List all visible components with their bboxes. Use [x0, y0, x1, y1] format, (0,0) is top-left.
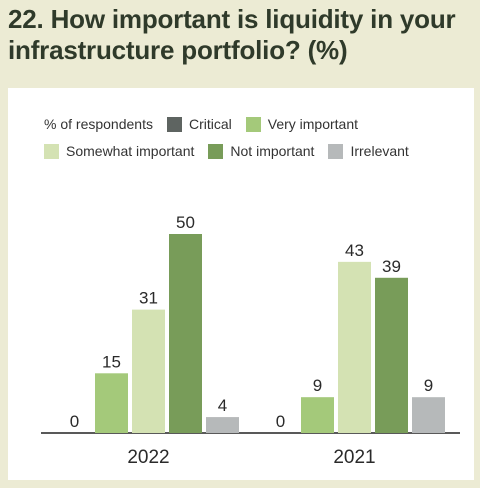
chart-panel: % of respondents Critical Very important…: [8, 88, 474, 480]
bar-2022-not-important: [169, 234, 202, 433]
data-label-2021-not-important: 39: [382, 257, 401, 276]
legend-swatch-irrelevant: [328, 143, 344, 159]
category-label-2022: 2022: [127, 447, 169, 468]
bar-2021-somewhat-important: [338, 261, 371, 433]
data-label-2021-critical: 0: [276, 412, 285, 431]
bar-2021-very-important: [301, 397, 334, 433]
legend-label: % of respondents: [44, 116, 153, 132]
chart-title: 22. How important is liquidity in your i…: [8, 4, 456, 65]
bar-2022-somewhat-important: [132, 309, 165, 433]
legend-item-somewhat-important: Somewhat important: [66, 143, 195, 159]
category-label-2021: 2021: [333, 447, 375, 468]
legend-item-critical: Critical: [188, 116, 232, 132]
legend-item-irrelevant: Irrelevant: [350, 143, 409, 159]
data-label-2022-not-important: 50: [176, 213, 195, 232]
data-label-2021-irrelevant: 9: [424, 376, 433, 395]
data-label-2022-critical: 0: [70, 412, 79, 431]
legend-swatch-somewhat-important: [44, 143, 59, 159]
bar-2022-irrelevant: [206, 417, 239, 433]
bar-chart: 0 15 31 50 4 2022 0 9 43 39 9 2021: [41, 213, 460, 468]
bar-2021-not-important: [375, 277, 408, 433]
legend-swatch-not-important: [208, 143, 224, 159]
legend-swatch-very-important: [245, 116, 261, 132]
data-label-2021-somewhat-important: 43: [345, 241, 364, 260]
legend-item-very-important: Very important: [267, 116, 359, 132]
legend-swatch-critical: [166, 116, 182, 132]
legend-item-not-important: Not important: [230, 143, 315, 159]
bar-2021-irrelevant: [412, 397, 445, 433]
data-label-2021-very-important: 9: [313, 376, 322, 395]
bar-2022-very-important: [95, 373, 128, 433]
data-label-2022-very-important: 15: [102, 352, 121, 371]
legend: % of respondents Critical Very important…: [8, 88, 474, 168]
data-label-2022-irrelevant: 4: [218, 396, 227, 415]
data-label-2022-somewhat-important: 31: [139, 289, 158, 308]
